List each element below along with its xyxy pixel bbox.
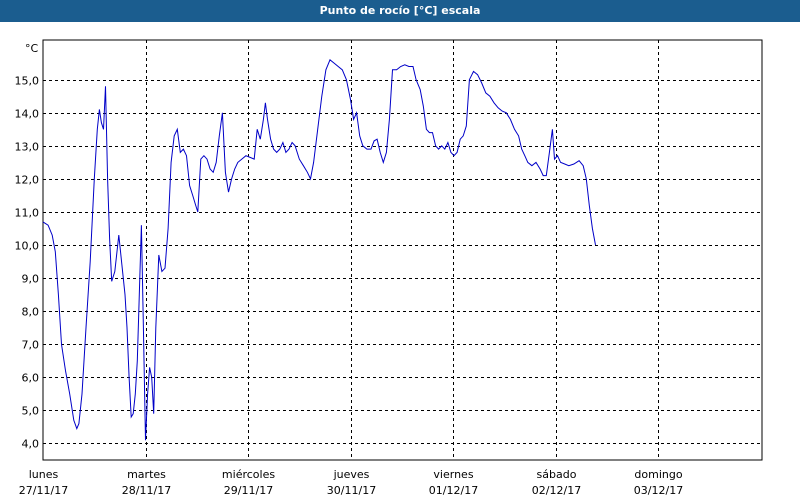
y-tick-label: 14,0 <box>15 108 40 121</box>
x-tick-date-label: 30/11/17 <box>327 484 376 497</box>
y-tick-label: 11,0 <box>15 207 40 220</box>
y-tick-label: 7,0 <box>22 339 40 352</box>
y-tick-label: 13,0 <box>15 141 40 154</box>
y-tick-label: 10,0 <box>15 240 40 253</box>
x-tick-day-label: domingo <box>634 468 682 481</box>
x-tick-date-label: 02/12/17 <box>532 484 581 497</box>
x-tick-date-label: 27/11/17 <box>19 484 68 497</box>
grid-lines <box>43 40 762 460</box>
y-tick-label: 8,0 <box>22 306 40 319</box>
y-tick-label: 6,0 <box>22 372 40 385</box>
y-tick-label: 5,0 <box>22 405 40 418</box>
x-tick-date-label: 01/12/17 <box>429 484 478 497</box>
x-tick-date-label: 28/11/17 <box>122 484 171 497</box>
x-tick-date-label: 29/11/17 <box>224 484 273 497</box>
x-tick-day-label: jueves <box>333 468 370 481</box>
y-tick-label: 15,0 <box>15 75 40 88</box>
x-tick-day-label: viernes <box>433 468 473 481</box>
x-tick-day-label: lunes <box>29 468 59 481</box>
x-tick-day-label: martes <box>127 468 166 481</box>
x-tick-day-label: miércoles <box>222 468 275 481</box>
chart-title: Punto de rocío [°C] escala <box>0 0 800 22</box>
plot-area <box>42 39 763 461</box>
x-tick-day-label: sábado <box>537 468 577 481</box>
y-tick-label: 4,0 <box>22 438 40 451</box>
x-axis-ticks: lunes 27/11/17 martes 28/11/17 miércoles 29/1… <box>19 468 683 497</box>
y-axis-ticks: 15,0 14,0 13,0 12,0 11,0 10,0 9,0 8,0 7,0 6,0 5,0 4… <box>15 75 40 451</box>
y-tick-label: 9,0 <box>22 273 40 286</box>
x-tick-date-label: 03/12/17 <box>634 484 683 497</box>
y-axis-unit: °C <box>25 42 39 55</box>
y-tick-label: 12,0 <box>15 174 40 187</box>
dew-point-chart: °C 15,0 14,0 13,0 12,0 11,0 10,0 9,0 8,0 7,0 6,0 5… <box>15 39 763 497</box>
dew-point-series-line <box>42 58 596 441</box>
